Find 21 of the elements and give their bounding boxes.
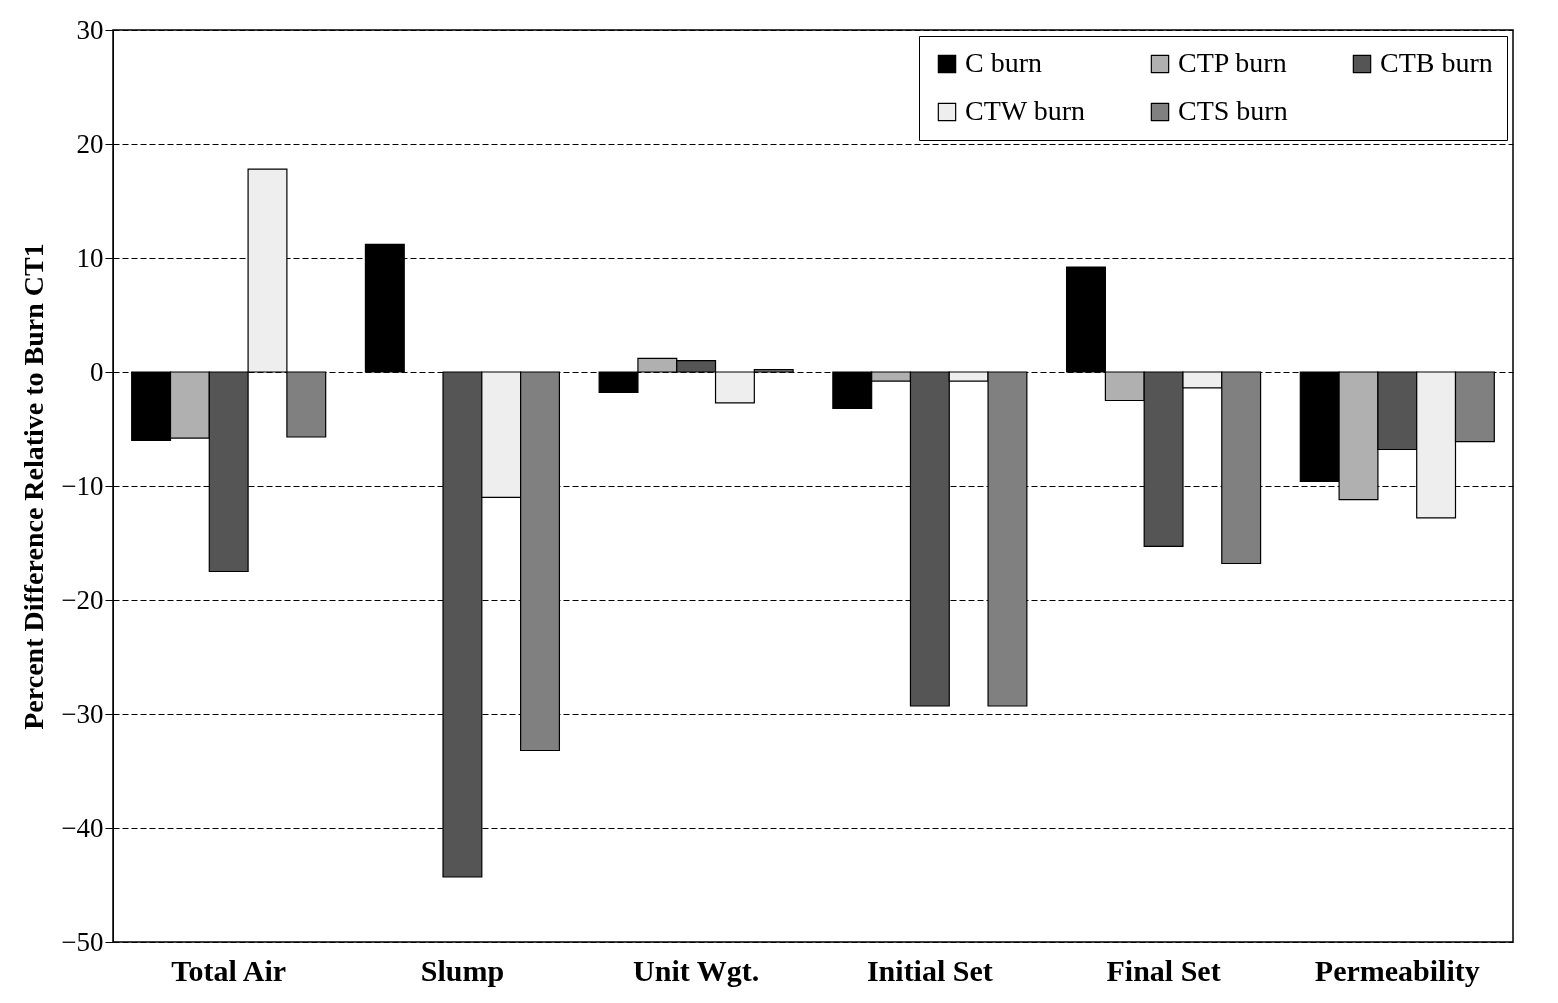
x-tick-label: Final Set bbox=[1106, 953, 1221, 987]
legend-label: CTW burn bbox=[965, 95, 1086, 126]
legend-label: CTS burn bbox=[1178, 95, 1288, 126]
y-tick-label: −20 bbox=[61, 584, 104, 615]
x-tick-label: Permeability bbox=[1314, 953, 1480, 987]
y-axis-title: Percent Difference Relative to Burn CT1 bbox=[18, 243, 50, 730]
y-tick-label: 20 bbox=[76, 128, 104, 159]
y-tick-label: −40 bbox=[61, 812, 104, 843]
y-tick-label: 0 bbox=[90, 356, 104, 387]
x-tick-label: Slump bbox=[420, 953, 505, 987]
legend-label: CTP burn bbox=[1178, 47, 1287, 78]
x-tick-label: Initial Set bbox=[866, 953, 993, 987]
legend-label: CTB burn bbox=[1380, 47, 1493, 78]
y-tick-label: 10 bbox=[76, 242, 104, 273]
y-tick-label: −50 bbox=[61, 926, 104, 957]
x-tick-label: Total Air bbox=[171, 953, 287, 987]
y-tick-label: 30 bbox=[76, 14, 104, 45]
x-tick-label: Unit Wgt. bbox=[633, 953, 760, 987]
y-tick-label: −30 bbox=[61, 698, 104, 729]
y-tick-label: −10 bbox=[61, 470, 104, 501]
legend-label: C burn bbox=[965, 47, 1042, 78]
